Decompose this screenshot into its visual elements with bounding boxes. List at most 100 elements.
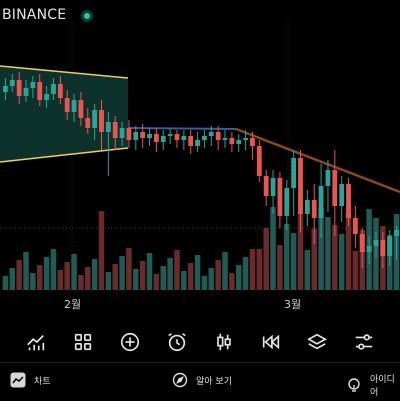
candle [105, 112, 111, 176]
exchange-label: BINANCE [2, 7, 67, 23]
tab-chart[interactable]: 차트 [10, 372, 51, 388]
candle [291, 150, 297, 216]
volume-bar [139, 261, 146, 290]
volume-bar [256, 249, 263, 290]
candle [133, 126, 139, 150]
ideas-tab-label: 아이디어 [370, 375, 395, 398]
settings-sliders-icon[interactable] [352, 330, 376, 354]
candle [181, 130, 187, 150]
volume-bar [43, 257, 50, 290]
candle [250, 132, 255, 160]
volume-bar [187, 263, 194, 290]
candle [346, 178, 351, 226]
wedge-lower-line[interactable] [0, 147, 129, 163]
volume-bar [208, 268, 215, 290]
volume-bar [290, 233, 297, 290]
candle [394, 226, 399, 260]
volume-bar [235, 265, 242, 290]
candle [3, 78, 8, 100]
candle [188, 130, 194, 154]
candle [387, 230, 393, 266]
chart-toolbar [0, 322, 400, 362]
candle [277, 172, 283, 228]
volume-bar [284, 224, 290, 290]
candle [298, 150, 303, 232]
volume-bars [2, 207, 400, 290]
volume-bar [229, 273, 235, 290]
candle [332, 150, 338, 236]
candle [9, 74, 15, 92]
candle [30, 76, 36, 98]
volume-bar [85, 267, 91, 290]
candle [23, 80, 29, 102]
volume-bar [338, 234, 345, 290]
candle [140, 124, 146, 148]
candle [160, 130, 166, 150]
live-status-icon [81, 10, 93, 22]
volume-bar [174, 250, 180, 290]
candle [57, 76, 63, 104]
candle [243, 130, 249, 150]
volume-bar [325, 217, 331, 290]
candle [119, 122, 125, 146]
volume-bar [23, 252, 29, 290]
volume-bar [91, 259, 98, 290]
volume-bar [9, 268, 16, 290]
candle [352, 206, 358, 248]
compass-icon [172, 372, 188, 388]
layout-grid-icon[interactable] [71, 330, 95, 354]
candle [304, 190, 310, 226]
tab-explore[interactable]: 알아 보기 [172, 372, 232, 388]
tab-ideas[interactable]: 아이디어 [346, 372, 400, 398]
price-chart[interactable] [0, 0, 400, 318]
wedge-pattern[interactable] [0, 66, 128, 162]
volume-bar [146, 253, 153, 290]
candle [92, 104, 98, 140]
lightbulb-icon [346, 377, 362, 393]
volume-bar [153, 274, 160, 290]
volume-bar [345, 213, 352, 290]
indicators-icon[interactable] [24, 330, 48, 354]
volume-bar [311, 229, 317, 290]
volume-bar [119, 256, 125, 290]
volume-bar [50, 249, 57, 290]
volume-bar [242, 257, 249, 290]
wedge-upper-line[interactable] [0, 65, 129, 79]
layers-icon[interactable] [305, 330, 329, 354]
candle [270, 170, 276, 214]
explore-tab-label: 알아 보기 [196, 376, 232, 387]
x-axis-label-mar: 3월 [284, 298, 302, 311]
volume-bar [36, 265, 43, 290]
candle [112, 116, 118, 150]
bottom-nav [0, 362, 400, 401]
volume-bar [215, 260, 221, 290]
x-axis-label-feb: 2월 [64, 298, 82, 311]
alarm-icon[interactable] [165, 330, 189, 354]
volume-bar [318, 208, 324, 290]
candle [373, 232, 379, 258]
volume-bar [71, 254, 77, 290]
volume-bar [126, 248, 132, 290]
volume-bar [249, 249, 256, 290]
candle [359, 228, 365, 268]
candle [153, 128, 159, 152]
volume-bar [16, 260, 22, 290]
add-icon[interactable] [118, 330, 142, 354]
candle [325, 160, 331, 212]
replay-icon[interactable] [259, 330, 283, 354]
volume-bar [263, 228, 269, 290]
volume-bar [222, 252, 228, 290]
volume-bar [160, 266, 167, 290]
volume-bar [181, 271, 187, 290]
candle [78, 92, 84, 126]
candle [85, 108, 91, 134]
candle-type-icon[interactable] [212, 330, 236, 354]
candle [202, 130, 207, 148]
candle [229, 132, 235, 152]
chart-tab-icon [10, 372, 26, 388]
candle [147, 128, 152, 146]
volume-bar [201, 276, 208, 290]
trend-line[interactable] [235, 127, 400, 194]
horizontal-level-line[interactable] [127, 127, 237, 130]
candle [37, 74, 43, 106]
